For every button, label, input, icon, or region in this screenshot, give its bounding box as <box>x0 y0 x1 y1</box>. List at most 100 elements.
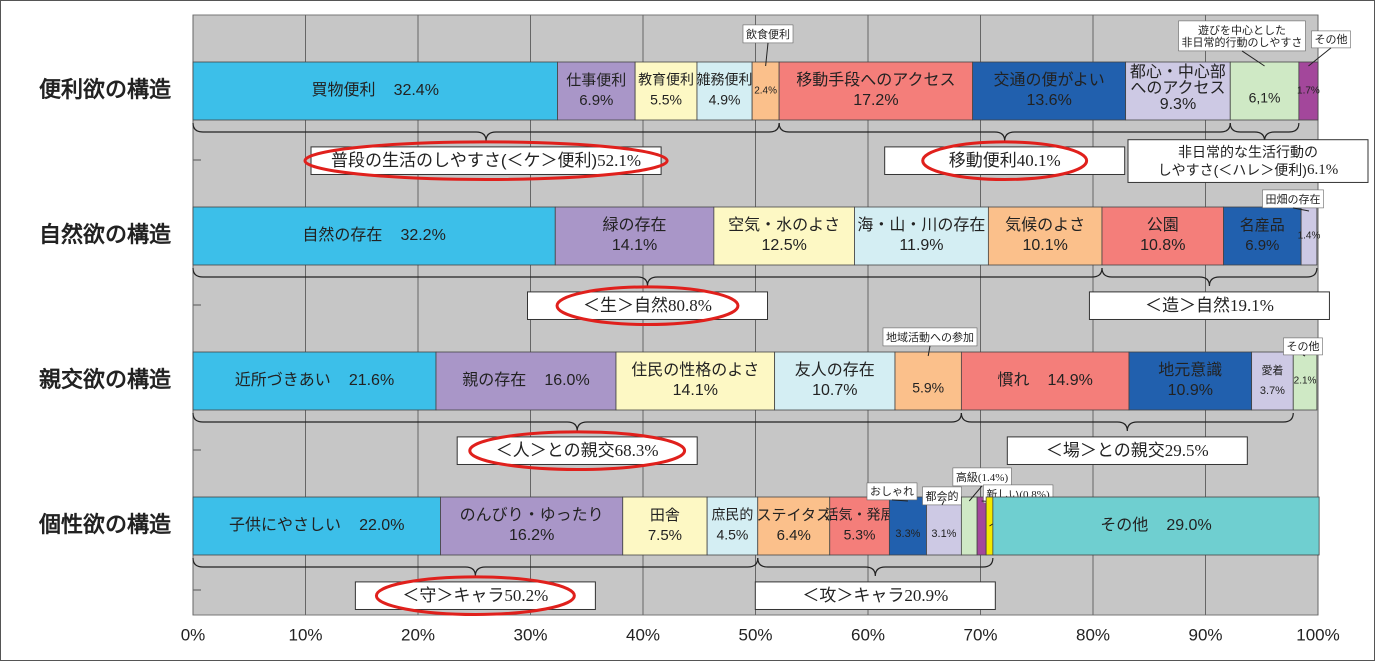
group-label: ＜場＞との親交29.5% <box>1046 441 1209 461</box>
bar-segment <box>192 206 556 266</box>
highlight-ellipse <box>468 430 687 471</box>
bar-segment <box>1298 61 1319 121</box>
segment-value: 6,1% <box>1249 90 1281 106</box>
segment-name: ステイタス <box>757 507 831 524</box>
row-label: 親交欲の構造 <box>39 367 171 392</box>
segment-name: 海・山・川の存在 <box>857 216 985 234</box>
segment-value: 4.9% <box>709 92 741 108</box>
group-label: ＜攻＞キャラ20.9% <box>802 586 948 606</box>
leader-line <box>765 42 769 67</box>
segment-name: 気候のよさ <box>1005 216 1085 234</box>
segment-value: 3.7% <box>1260 385 1285 397</box>
group-box <box>310 146 662 175</box>
segment-value: 16.2% <box>509 527 554 544</box>
segment-value: 5.9% <box>912 380 944 396</box>
leader-line <box>1308 47 1332 67</box>
segment-name: 交通の便がよい <box>994 71 1105 89</box>
callout-label: 遊びを中心とした非日常的行動のしやすさ <box>1182 23 1303 49</box>
segment-value: 13.6% <box>1026 92 1071 109</box>
segment-value: 6.9% <box>579 92 613 109</box>
group-box <box>456 436 698 465</box>
x-tick-label: 0% <box>181 625 206 644</box>
leader-line <box>968 485 983 502</box>
x-tick-label: 40% <box>626 625 660 644</box>
segment-name: 緑の存在 <box>603 216 667 234</box>
group-bracket <box>1101 267 1318 287</box>
x-tick-label: 80% <box>1076 625 1110 644</box>
segment-value: 10.1% <box>1023 237 1068 254</box>
segment-name: 親の存在 <box>462 371 526 389</box>
bar-segment <box>888 496 927 556</box>
segment-value: 4.5% <box>716 527 748 543</box>
segment-value: 7.5% <box>648 527 682 544</box>
segment-name: 仕事便利 <box>566 72 626 89</box>
callout-label: 高級(1.4%) <box>956 470 1009 484</box>
leader-line <box>1241 50 1265 67</box>
group-value: 52.1% <box>597 151 641 170</box>
group-box <box>1127 139 1369 183</box>
group-name: 普段の生活のしやすさ(＜ケ＞便利) <box>331 151 597 170</box>
bar-segment <box>435 351 617 411</box>
group-label: ＜守＞キャラ50.2% <box>402 586 548 606</box>
callout-label: 飲食便利 <box>746 27 790 41</box>
segment-value: 3.3% <box>895 528 920 540</box>
segment-value: 11.9% <box>899 237 943 254</box>
bar-segment <box>972 61 1127 121</box>
highlight-ellipse <box>921 140 1089 181</box>
callout-label: 地域活動への参加 <box>886 330 974 344</box>
group-value: 40.1% <box>1017 151 1061 170</box>
axis-minor-ticks <box>193 159 201 591</box>
bar-segment <box>829 496 890 556</box>
segment-name: 自然の存在 <box>302 226 382 244</box>
group-value: 68.3% <box>615 441 659 460</box>
segment-name: 都心・中心部へのアクセス <box>1130 63 1226 97</box>
bar-segment <box>440 496 624 556</box>
group-bracket <box>757 557 994 577</box>
row-label: 自然欲の構造 <box>39 222 171 247</box>
bar-segment <box>554 206 715 266</box>
segment-value: 1.7% <box>1297 86 1320 97</box>
segment-name: 庶民的 <box>711 507 753 523</box>
segment-value: 6.4% <box>777 527 811 544</box>
segment-name: 空気・水のよさ <box>728 216 840 234</box>
bar-segment <box>192 496 441 556</box>
x-tick-label: 90% <box>1188 625 1222 644</box>
callout-label: その他 <box>1315 33 1348 46</box>
bar-segment <box>192 61 558 121</box>
group-bracket <box>960 412 1294 432</box>
bar-segment <box>557 61 636 121</box>
segment-label: 自然の存在 32.2% <box>302 226 445 244</box>
leader-line <box>1292 207 1310 212</box>
group-name: 非日常的な生活行動のしやすさ(＜ハレ＞便利) <box>1158 144 1318 178</box>
segment-value: 32.2% <box>400 227 445 244</box>
segment-name: 友人の存在 <box>795 361 875 379</box>
highlight-ellipse <box>303 140 669 181</box>
segment-value: 6.9% <box>1245 237 1279 254</box>
group-box <box>354 581 596 610</box>
group-label: 普段の生活のしやすさ(＜ケ＞便利)52.1% <box>331 151 641 171</box>
x-tick-label: 20% <box>401 625 435 644</box>
segment-label: その他 29.0% <box>1100 516 1211 534</box>
bar-segment <box>854 206 989 266</box>
group-name: ＜造＞自然 <box>1145 296 1230 315</box>
group-name: ＜場＞との親交 <box>1046 441 1165 460</box>
callout-value: (1.4%) <box>978 472 1009 484</box>
segment-value: 12.5% <box>762 237 807 254</box>
bar-segment <box>706 496 759 556</box>
bar-segment <box>192 351 437 411</box>
segment-label: 近所づきあい 21.6% <box>235 371 394 389</box>
bar-segment <box>1223 206 1302 266</box>
bar-segment <box>774 351 896 411</box>
segment-name: 住民の性格のよさ <box>631 361 759 379</box>
segment-value: 10.8% <box>1140 237 1185 254</box>
group-value: 6.1% <box>1307 162 1338 178</box>
row-label: 便利欲の構造 <box>39 77 171 102</box>
segment-label: 慣れ 14.9% <box>997 371 1092 389</box>
segment-name: 田舎 <box>650 507 680 524</box>
segment-value: 32.4% <box>394 82 439 99</box>
callout-label: 田畑の存在 <box>1266 192 1321 206</box>
segment-value: 29.0% <box>1166 517 1211 534</box>
callout-box <box>1178 20 1306 52</box>
segment-name: 活気・発展 <box>825 507 895 523</box>
